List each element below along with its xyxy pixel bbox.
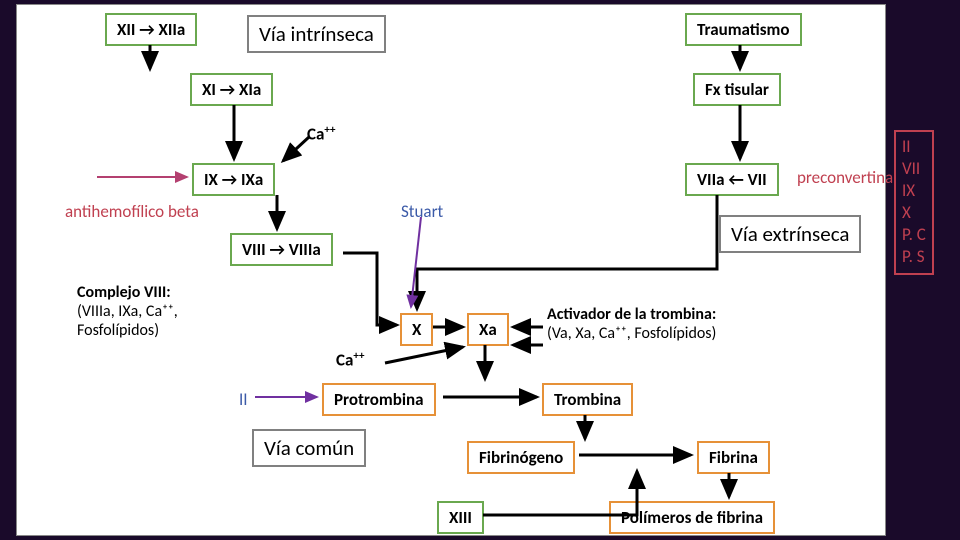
label-activador: Activador de la trombina: (Va, Xa, Ca⁺⁺,…	[547, 305, 716, 343]
node-viii: VIII → VIIIa	[230, 233, 333, 266]
node-traumatismo: Traumatismo	[685, 13, 802, 46]
node-fibrinogeno: Fibrinógeno	[467, 441, 575, 474]
annot-antihemofilico: antihemofílico beta	[65, 201, 199, 222]
label-complejo: Complejo VIII: (VIIIa, IXa, Ca⁺⁺, Fosfol…	[77, 283, 178, 341]
node-fx-tisular: Fx tisular	[693, 73, 781, 106]
label-ca1: Ca++	[307, 123, 335, 145]
node-trombina: Trombina	[542, 383, 633, 416]
node-xa: Xa	[467, 313, 509, 346]
node-via-extrinseca: Vía extrínseca	[719, 215, 861, 253]
node-vii: VIIa ← VII	[685, 163, 779, 196]
node-xiii: XIII	[437, 501, 484, 534]
node-xi: XI → XIa	[190, 73, 273, 106]
vitk-item: P. S	[902, 246, 926, 268]
vitk-factors-list: II VII IX X P. C P. S	[894, 130, 934, 275]
node-fibrina: Fibrina	[697, 441, 770, 474]
vitk-item: VII	[902, 158, 926, 180]
node-via-intrinseca: Vía intrínseca	[247, 15, 386, 53]
annot-preconvertina: preconvertina	[797, 167, 893, 188]
annot-ii: II	[239, 389, 248, 410]
vitk-item: X	[902, 202, 926, 224]
node-xii: XII → XIIa	[105, 13, 197, 46]
vitk-item: P. C	[902, 224, 926, 246]
node-ix: IX → IXa	[192, 163, 275, 196]
diagram-canvas: XII → XIIa Vía intrínseca Traumatismo XI…	[16, 4, 886, 536]
label-ca2: Ca++	[336, 349, 364, 371]
node-via-comun: Vía común	[252, 429, 366, 467]
node-polimeros: Polímeros de fibrina	[609, 501, 775, 534]
node-x: X	[400, 313, 433, 346]
vitk-item: II	[902, 136, 926, 158]
annot-stuart: Stuart	[401, 201, 443, 222]
node-protrombina: Protrombina	[322, 383, 436, 416]
vitk-item: IX	[902, 180, 926, 202]
